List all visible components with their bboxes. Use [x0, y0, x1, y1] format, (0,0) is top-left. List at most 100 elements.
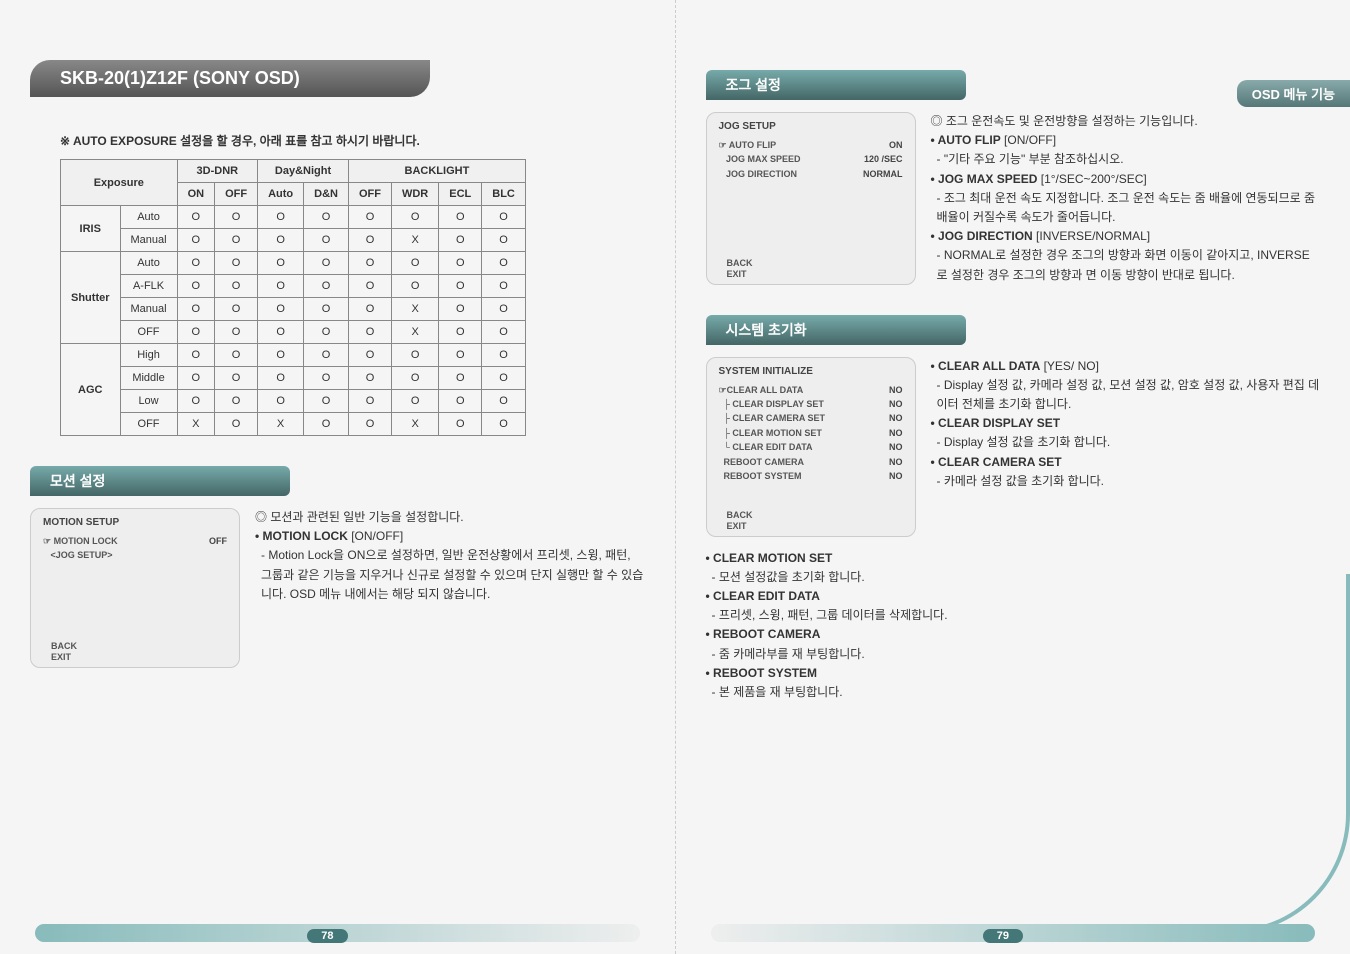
- sysinit-desc-right: • CLEAR ALL DATA [YES/ NO] - Display 설정 …: [931, 357, 1321, 537]
- osd-value: NO: [889, 440, 903, 454]
- row-group-label: Shutter: [61, 252, 121, 344]
- osd-row: └ CLEAR EDIT DATA NO: [719, 440, 903, 454]
- cell: O: [215, 390, 258, 413]
- osd-exit: EXIT: [727, 521, 747, 531]
- th-exposure: Exposure: [61, 160, 178, 206]
- osd-key: ├ CLEAR MOTION SET: [719, 426, 822, 440]
- desc-heading: • AUTO FLIP [ON/OFF]: [931, 131, 1321, 150]
- osd-value: ON: [889, 138, 903, 152]
- cell: O: [258, 321, 304, 344]
- cell: O: [258, 390, 304, 413]
- cell: O: [258, 229, 304, 252]
- th-group: BACKLIGHT: [348, 160, 525, 183]
- cell: O: [304, 298, 349, 321]
- osd-key: ☞CLEAR ALL DATA: [719, 383, 804, 397]
- table-row: OFFXOXOOXOO: [61, 413, 526, 436]
- cell: O: [177, 344, 215, 367]
- cell: O: [258, 252, 304, 275]
- th-sub: Auto: [258, 183, 304, 206]
- cell: O: [258, 206, 304, 229]
- row-group-label: AGC: [61, 344, 121, 436]
- desc-heading: • JOG DIRECTION [INVERSE/NORMAL]: [931, 227, 1321, 246]
- cell: O: [391, 390, 438, 413]
- osd-back: BACK: [727, 510, 753, 520]
- cell: O: [348, 252, 391, 275]
- jog-desc: ◎ 조그 운전속도 및 운전방향을 설정하는 기능입니다. • AUTO FLI…: [931, 112, 1321, 285]
- cell: O: [348, 390, 391, 413]
- osd-row: <JOG SETUP>: [43, 548, 227, 562]
- th-sub: ON: [177, 183, 215, 206]
- desc-heading: • CLEAR MOTION SET: [706, 549, 1321, 568]
- cell: O: [439, 275, 482, 298]
- cell: O: [215, 275, 258, 298]
- cell: O: [348, 367, 391, 390]
- cell: O: [177, 321, 215, 344]
- cell: O: [482, 390, 526, 413]
- cell: O: [215, 367, 258, 390]
- cell: O: [348, 298, 391, 321]
- right-page: OSD 메뉴 기능 조그 설정 JOG SETUP ☞ AUTO FLIPON …: [676, 0, 1350, 954]
- cell: O: [391, 344, 438, 367]
- table-row: OFFOOOOOXOO: [61, 321, 526, 344]
- desc-heading: • MOTION LOCK [ON/OFF]: [255, 527, 645, 546]
- desc-sub: - NORMAL로 설정한 경우 조그의 방향과 화면 이동이 같아지고, IN…: [937, 246, 1321, 284]
- osd-value: 120 /SEC: [864, 152, 903, 166]
- table-head: Exposure 3D-DNR Day&Night BACKLIGHT ONOF…: [61, 160, 526, 206]
- desc-tail: [ON/OFF]: [1001, 133, 1056, 147]
- desc-tail: [ON/OFF]: [348, 529, 403, 543]
- table-row: ManualOOOOOXOO: [61, 229, 526, 252]
- desc-heading: • REBOOT CAMERA: [706, 625, 1321, 644]
- row-key: Auto: [120, 252, 177, 275]
- cell: O: [482, 229, 526, 252]
- cell: O: [482, 344, 526, 367]
- osd-row: REBOOT SYSTEM NO: [719, 469, 903, 483]
- desc-heading: • CLEAR CAMERA SET: [931, 453, 1321, 472]
- row-key: OFF: [120, 321, 177, 344]
- cell: O: [439, 390, 482, 413]
- osd-row: ├ CLEAR DISPLAY SETNO: [719, 397, 903, 411]
- desc-heading: • CLEAR ALL DATA [YES/ NO]: [931, 357, 1321, 376]
- sysinit-osd: SYSTEM INITIALIZE ☞CLEAR ALL DATANO ├ CL…: [706, 357, 916, 537]
- cell: O: [439, 229, 482, 252]
- desc-sub: - "기타 주요 기능" 부분 참조하십시오.: [937, 150, 1321, 169]
- exposure-table: Exposure 3D-DNR Day&Night BACKLIGHT ONOF…: [60, 159, 526, 436]
- cell: O: [215, 344, 258, 367]
- cell: O: [177, 367, 215, 390]
- osd-key: REBOOT SYSTEM: [719, 469, 802, 483]
- cell: O: [304, 413, 349, 436]
- osd-value: NO: [889, 469, 903, 483]
- osd-key: JOG MAX SPEED: [719, 152, 801, 166]
- cell: O: [482, 252, 526, 275]
- osd-back: BACK: [51, 641, 77, 651]
- th-sub: WDR: [391, 183, 438, 206]
- th-sub: D&N: [304, 183, 349, 206]
- desc-tail: [INVERSE/NORMAL]: [1033, 229, 1150, 243]
- osd-key: └ CLEAR EDIT DATA: [719, 440, 813, 454]
- row-group-label: IRIS: [61, 206, 121, 252]
- th-group: Day&Night: [258, 160, 349, 183]
- cell: O: [177, 275, 215, 298]
- cell: O: [258, 367, 304, 390]
- desc-sub: - Display 설정 값, 카메라 설정 값, 모션 설정 값, 암호 설정…: [937, 376, 1321, 414]
- cell: O: [177, 390, 215, 413]
- cell: O: [215, 252, 258, 275]
- cell: O: [304, 206, 349, 229]
- menu-tag: OSD 메뉴 기능: [1237, 80, 1350, 107]
- page-spread: SKB-20(1)Z12F (SONY OSD) ※ AUTO EXPOSURE…: [0, 0, 1350, 954]
- cell: O: [482, 298, 526, 321]
- desc-bold: • CLEAR MOTION SET: [706, 551, 833, 565]
- sysinit-desc-below: • CLEAR MOTION SET - 모션 설정값을 초기화 합니다.• C…: [706, 549, 1321, 703]
- osd-key: ├ CLEAR DISPLAY SET: [719, 397, 824, 411]
- motion-osd: MOTION SETUP ☞ MOTION LOCKOFF <JOG SETUP…: [30, 508, 240, 668]
- cell: O: [258, 275, 304, 298]
- cell: O: [482, 321, 526, 344]
- cell: O: [439, 344, 482, 367]
- desc-bold: • AUTO FLIP: [931, 133, 1001, 147]
- table-note: ※ AUTO EXPOSURE 설정을 할 경우, 아래 표를 참고 하시기 바…: [60, 132, 645, 149]
- osd-row: ├ CLEAR CAMERA SETNO: [719, 411, 903, 425]
- cell: O: [215, 229, 258, 252]
- cell: O: [439, 298, 482, 321]
- cell: O: [482, 367, 526, 390]
- cell: O: [304, 367, 349, 390]
- table-row: LowOOOOOOOO: [61, 390, 526, 413]
